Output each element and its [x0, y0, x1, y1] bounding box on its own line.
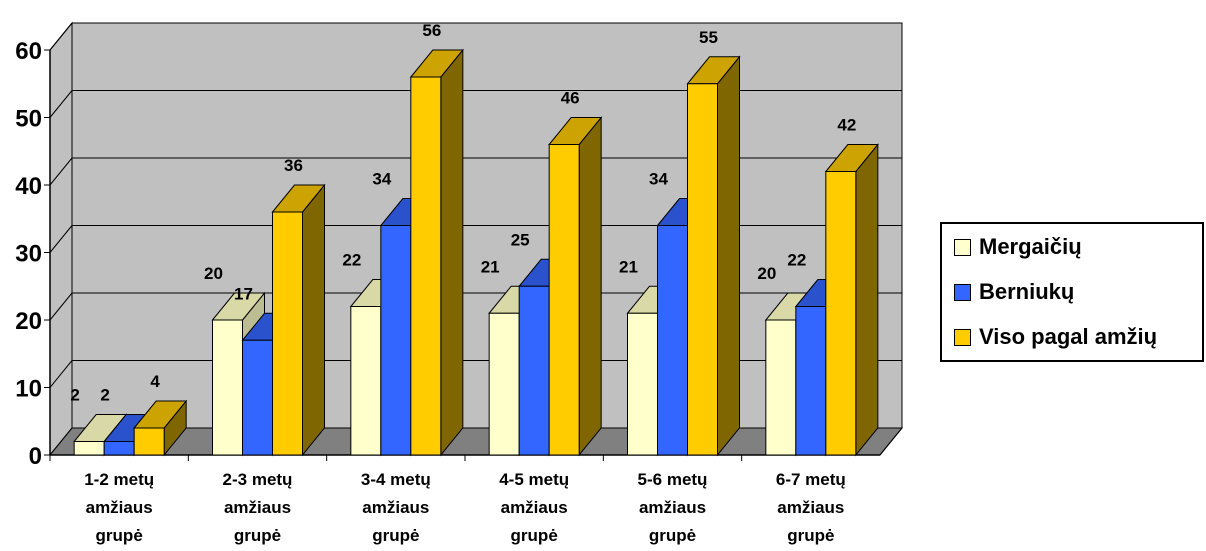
- bar: [548, 144, 580, 456]
- bar: [410, 76, 442, 456]
- bar: [687, 83, 718, 456]
- bar: [488, 312, 520, 456]
- gridline: [49, 22, 73, 51]
- y-tick-labels: 0 10 20 30 40 50 60: [15, 38, 42, 470]
- x-tick-label: grupė: [787, 526, 834, 545]
- data-label: 34: [372, 170, 391, 189]
- x-tick-label: amžiaus: [777, 498, 844, 517]
- data-label: 22: [787, 251, 806, 270]
- data-label: 21: [481, 257, 500, 276]
- gridline: [49, 157, 73, 186]
- legend-label: Viso pagal amžių: [979, 324, 1158, 349]
- legend-item-berniuku: Berniukų: [954, 279, 1074, 305]
- y-tick-label: 40: [15, 173, 42, 200]
- x-tick-label: grupė: [649, 526, 696, 545]
- bar-side: [717, 55, 740, 457]
- x-tick-label: grupė: [511, 526, 558, 545]
- y-tick-label: 10: [15, 376, 42, 403]
- x-tick-label: amžiaus: [86, 498, 153, 517]
- bar: [133, 427, 165, 456]
- bar: [380, 225, 412, 456]
- x-tick-label: 6-7 metų: [776, 470, 846, 489]
- x-tick-labels: 1-2 metų amžiaus grupė 2-3 metų amžiaus grupė…: [84, 470, 846, 545]
- data-label: 17: [234, 284, 253, 303]
- legend: Mergaičių Berniukų Viso pagal amžių: [940, 222, 1204, 362]
- bar: [350, 306, 382, 456]
- y-tick-label: 60: [15, 38, 42, 65]
- gridline: [49, 90, 73, 118]
- data-label: 34: [649, 170, 668, 189]
- x-tick-label: amžiaus: [639, 498, 706, 517]
- data-label: 4: [150, 372, 160, 391]
- bar-side: [855, 143, 879, 457]
- x-tick-label: 5-6 metų: [638, 470, 708, 489]
- bar: [657, 225, 688, 456]
- x-tick-label: amžiaus: [224, 498, 291, 517]
- x-tick-label: grupė: [96, 526, 143, 545]
- data-label: 20: [204, 264, 223, 283]
- y-tick-label: 30: [15, 241, 42, 268]
- x-tick-label: 2-3 metų: [223, 470, 293, 489]
- bar: [103, 441, 135, 456]
- legend-label: Berniukų: [979, 279, 1075, 304]
- data-label: 20: [757, 264, 776, 283]
- gridline: [49, 360, 73, 388]
- x-tick-label: grupė: [372, 526, 419, 545]
- bar: [212, 319, 243, 456]
- data-label: 42: [837, 116, 856, 135]
- gridline: [49, 225, 73, 253]
- bar: [242, 339, 273, 456]
- data-label: 22: [342, 251, 361, 270]
- bar: [825, 171, 857, 456]
- x-tick-label: 4-5 metų: [499, 470, 569, 489]
- data-label: 2: [70, 386, 79, 405]
- data-label: 25: [511, 230, 530, 249]
- y-tick-label: 50: [15, 106, 42, 133]
- bar: [795, 306, 827, 456]
- legend-item-mergaiciu: Mergaičių: [954, 234, 1082, 260]
- legend-swatch-icon: [954, 283, 971, 301]
- bar-side: [440, 48, 464, 457]
- floor-edge: [879, 427, 903, 456]
- data-label: 36: [284, 156, 303, 175]
- data-label: 55: [699, 28, 718, 47]
- x-tick-label: 3-4 metų: [361, 470, 431, 489]
- legend-label: Mergaičių: [979, 234, 1082, 259]
- y-tick-label: 0: [29, 443, 42, 470]
- x-tick-label: 1-2 metų: [84, 470, 154, 489]
- x-tick-label: amžiaus: [362, 498, 429, 517]
- gridline: [49, 292, 73, 321]
- data-label: 21: [619, 257, 638, 276]
- legend-swatch-icon: [954, 328, 971, 346]
- data-label: 46: [561, 89, 580, 108]
- legend-swatch-icon: [954, 238, 971, 256]
- bar: [765, 319, 797, 456]
- x-tick-label: grupė: [234, 526, 281, 545]
- legend-item-viso: Viso pagal amžių: [954, 324, 1157, 350]
- axes: [44, 49, 903, 461]
- bar: [518, 285, 550, 456]
- bar: [627, 312, 658, 456]
- y-tick-label: 20: [15, 308, 42, 335]
- gridlines: [49, 22, 902, 388]
- bar: [73, 441, 105, 456]
- data-label: 56: [422, 21, 441, 40]
- data-label: 2: [100, 386, 109, 405]
- x-tick-label: amžiaus: [501, 498, 568, 517]
- bar: [272, 211, 303, 456]
- bars: [73, 48, 879, 457]
- bar-side: [578, 116, 602, 457]
- bar-side: [302, 183, 325, 457]
